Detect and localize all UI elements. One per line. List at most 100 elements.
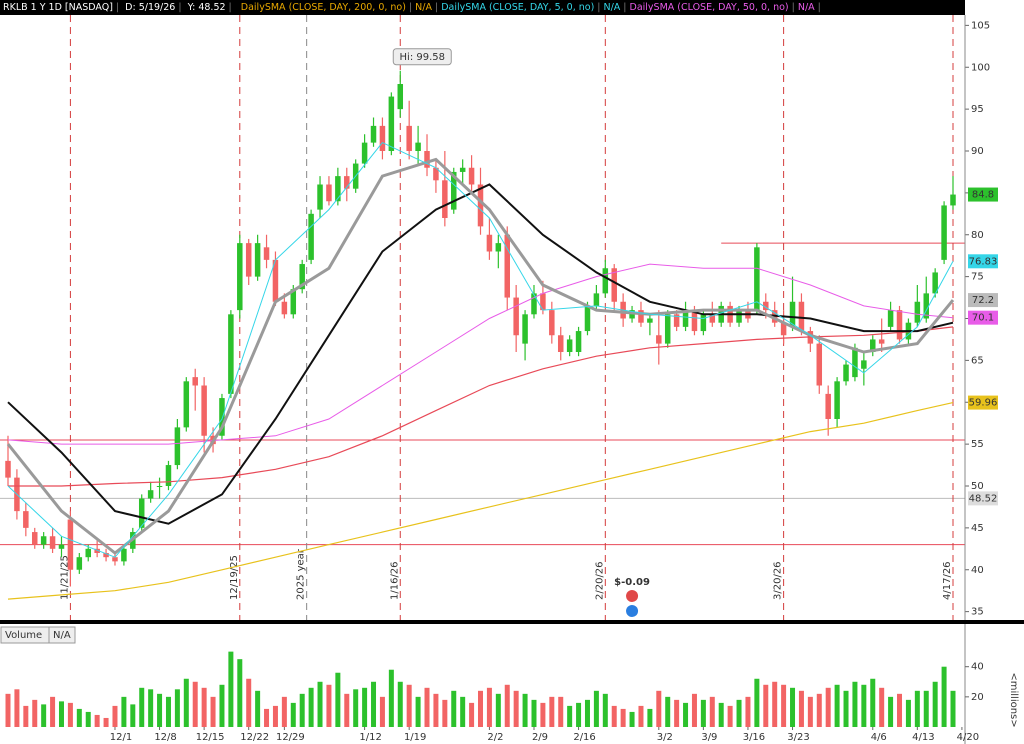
candle-body: [308, 213, 314, 260]
candle-body: [700, 314, 707, 332]
volume-bar: [665, 696, 671, 727]
x-tick-label: 12/22: [240, 732, 269, 743]
candle-body: [557, 335, 564, 352]
candle-body: [406, 125, 412, 151]
price-badge: [968, 293, 998, 308]
price-badge: [968, 187, 998, 202]
volume-bar: [593, 690, 599, 727]
volume-bar: [469, 702, 475, 727]
price-badge-label: 70.1: [972, 313, 994, 324]
volume-bar: [674, 699, 680, 727]
volume-bar: [870, 678, 876, 727]
separator: |: [623, 2, 627, 13]
volume-bar: [504, 684, 510, 727]
candle-body: [549, 310, 555, 336]
volume-bar: [308, 687, 314, 727]
candle-body: [504, 234, 510, 298]
volume-bar: [41, 704, 47, 727]
price-badge: [968, 254, 998, 269]
candle-body: [31, 532, 38, 545]
volume-bar: [433, 693, 439, 727]
volume-bar: [576, 702, 582, 727]
candle-body: [611, 268, 617, 302]
volume-bar: [174, 689, 180, 727]
y-tick-label: 100: [971, 62, 990, 73]
candle-body: [23, 511, 29, 528]
price-badge-label: 84.8: [972, 190, 994, 201]
volume-bar: [781, 684, 787, 727]
candle-body: [896, 310, 903, 340]
volume-bar: [879, 687, 885, 727]
volume-bar: [23, 705, 29, 727]
volume-bar: [602, 693, 608, 727]
volume-bar: [647, 708, 653, 727]
volume-bar: [460, 696, 466, 727]
volume-bar: [67, 702, 73, 727]
event-label: 2025 year: [296, 548, 307, 600]
candle-body: [415, 142, 421, 151]
x-tick-label: 4/6: [871, 732, 887, 743]
volume-bar: [736, 699, 742, 727]
moving-average: [8, 326, 954, 487]
volume-bar: [76, 708, 82, 727]
candle-body: [344, 176, 350, 189]
event-label: 11/21/25: [59, 555, 70, 600]
candle-body: [798, 301, 805, 332]
volume-bar: [192, 681, 198, 727]
y-tick-label: 95: [971, 104, 984, 115]
candle-body: [103, 553, 109, 558]
candle-body: [575, 331, 582, 352]
volume-bar: [486, 687, 492, 727]
volume-bar: [157, 693, 163, 727]
x-tick-label: 1/19: [404, 732, 426, 743]
candle-body: [522, 314, 528, 344]
volume-bar: [638, 705, 644, 727]
x-tick-label: 12/29: [276, 732, 305, 743]
volume-bar: [290, 702, 296, 727]
volume-bar: [629, 711, 635, 727]
candle-body: [754, 247, 760, 311]
candle-body: [76, 557, 83, 570]
candle-body: [433, 167, 439, 181]
study-label: DailySMA (CLOSE, DAY, 200, 0, no): [240, 2, 406, 13]
candle-body: [192, 377, 198, 386]
earnings-label: $-0.09: [614, 577, 650, 588]
volume-bar: [825, 687, 831, 727]
volume-bar: [299, 693, 305, 727]
volume-bar: [228, 651, 234, 727]
volume-bar: [656, 690, 662, 727]
volume-bar: [531, 699, 537, 727]
y-tick-label: 40: [971, 565, 984, 576]
volume-bar: [540, 702, 546, 727]
volume-bar: [584, 699, 590, 727]
volume-bar: [264, 708, 270, 727]
separator: |: [408, 2, 413, 13]
candle-body: [174, 427, 181, 466]
x-tick-label: 2/16: [573, 732, 595, 743]
candle-body: [495, 243, 502, 252]
candle-body: [816, 343, 823, 386]
study-value: N/A: [415, 2, 432, 13]
volume-bar: [371, 681, 377, 727]
x-tick-label: 3/9: [701, 732, 717, 743]
volume-bar: [139, 687, 145, 727]
volume-bar: [709, 696, 715, 727]
moving-average: [7, 183, 954, 525]
candle-body: [763, 301, 769, 311]
candle-body: [923, 293, 930, 319]
y-tick-label: 80: [971, 230, 984, 241]
volume-bar: [255, 690, 261, 727]
volume-bar: [941, 666, 947, 727]
candle-body: [691, 310, 698, 332]
volume-bar: [691, 693, 697, 727]
x-tick-label: 12/8: [154, 732, 176, 743]
volume-bar: [14, 689, 20, 727]
candle-body: [254, 243, 261, 277]
candle-body: [513, 297, 519, 336]
volume-bar: [58, 701, 64, 727]
candle-body: [156, 486, 163, 487]
volume-bar: [183, 678, 189, 727]
price-badge: [968, 310, 998, 325]
candle-body: [941, 205, 947, 260]
candle-body: [861, 360, 867, 369]
